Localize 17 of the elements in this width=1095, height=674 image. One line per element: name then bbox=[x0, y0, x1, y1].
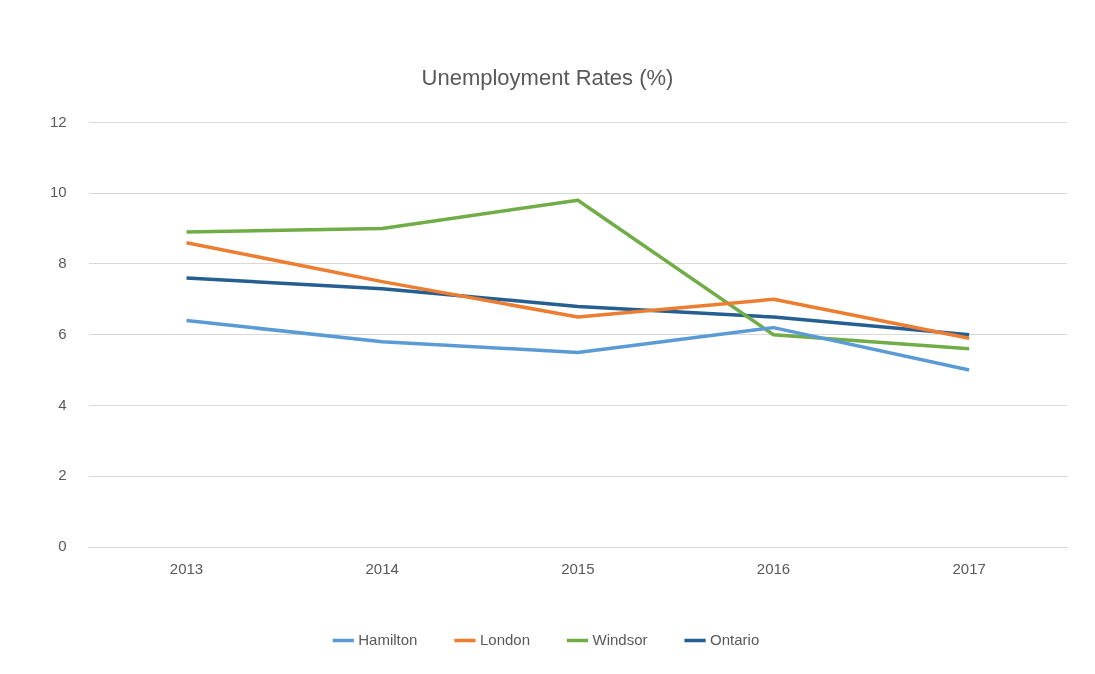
y-tick-label: 2 bbox=[58, 466, 67, 484]
y-tick-label: 0 bbox=[58, 537, 67, 555]
y-tick-label: 4 bbox=[58, 395, 67, 413]
x-tick-label: 2013 bbox=[169, 560, 204, 578]
y-tick-label: 10 bbox=[50, 183, 67, 201]
y-tick-label: 6 bbox=[58, 324, 67, 342]
chart-title: Unemployment Rates (%) bbox=[421, 65, 674, 91]
x-tick-label: 2015 bbox=[561, 560, 595, 578]
legend-label: Hamilton bbox=[358, 630, 418, 648]
legend-label: Ontario bbox=[710, 630, 760, 648]
legend-label: London bbox=[479, 630, 531, 648]
y-tick-label: 8 bbox=[58, 254, 67, 272]
x-tick-label: 2017 bbox=[952, 560, 986, 578]
legend-label: Windsor bbox=[592, 630, 648, 648]
x-tick-label: 2016 bbox=[756, 560, 791, 578]
x-tick-label: 2014 bbox=[365, 560, 399, 578]
y-tick-label: 12 bbox=[50, 112, 67, 130]
